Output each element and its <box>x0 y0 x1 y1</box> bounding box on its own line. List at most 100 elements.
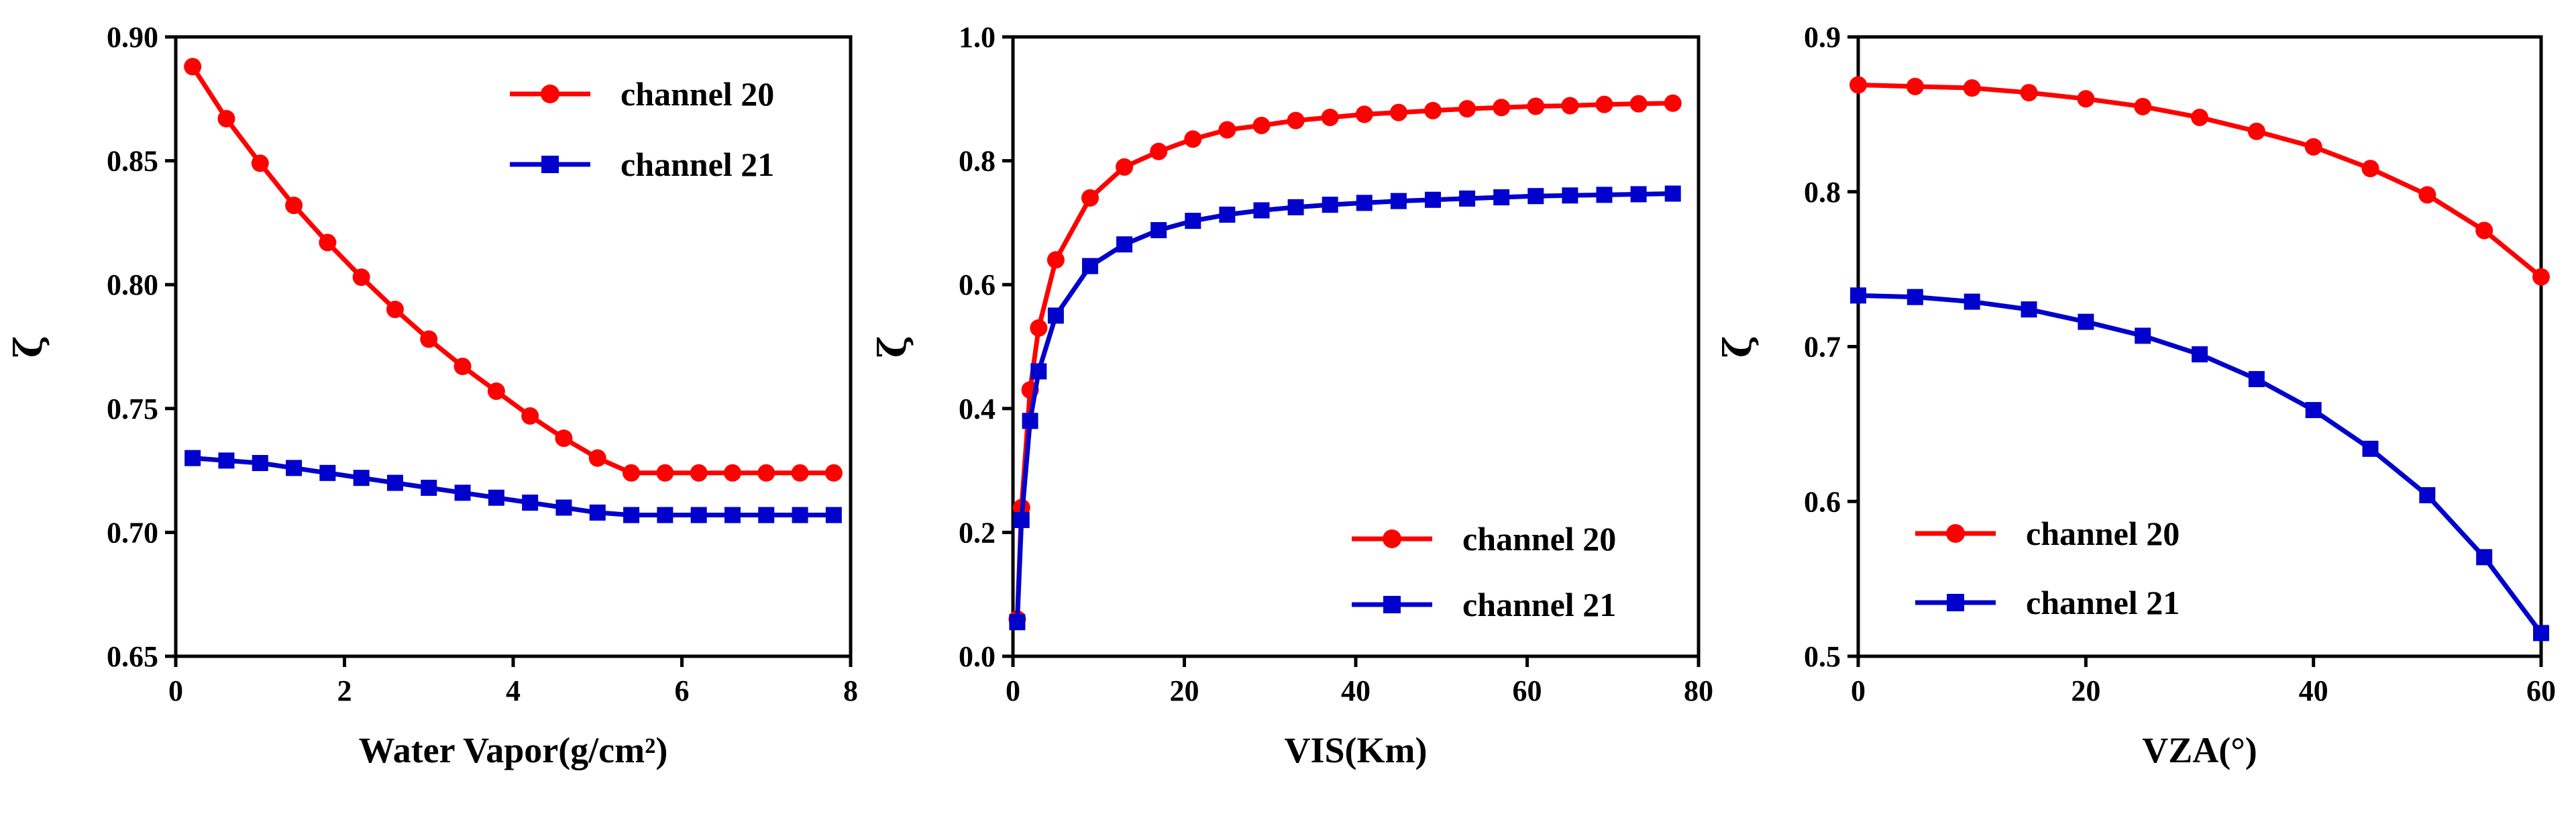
series-channel-21 <box>184 450 842 523</box>
data-point <box>1009 614 1026 631</box>
data-point <box>454 484 471 501</box>
legend-entry: channel 21 <box>510 146 774 183</box>
data-point <box>2247 122 2265 140</box>
y-tick-label: 0.6 <box>959 268 996 301</box>
series-channel-21 <box>1850 287 2549 642</box>
data-point <box>2533 625 2549 642</box>
data-point <box>1424 191 1441 208</box>
data-point <box>2192 346 2208 363</box>
x-tick-label: 2 <box>337 674 352 707</box>
data-point <box>1424 101 1442 119</box>
data-point <box>1964 293 1980 310</box>
series-channel-20 <box>184 58 843 482</box>
data-point <box>521 407 539 425</box>
x-tick-label: 60 <box>2526 674 2556 707</box>
x-tick-label: 60 <box>1513 674 1542 707</box>
data-point <box>1850 287 1866 304</box>
x-tick-label: 6 <box>675 674 690 707</box>
data-point <box>386 474 403 491</box>
data-point <box>1287 111 1305 130</box>
data-point <box>1218 121 1236 139</box>
chart-panel-visibility: 0 20 40 60 80 0.0 0.2 0.4 0.6 0.8 1.0 VIS(Km) ζ chann… <box>871 21 1713 770</box>
data-point <box>1906 77 1924 95</box>
data-point <box>2532 268 2550 286</box>
data-point <box>2134 97 2152 115</box>
legend-label: channel 21 <box>621 146 774 183</box>
data-point <box>1527 97 1545 115</box>
data-point <box>1629 95 1648 113</box>
data-point <box>2361 160 2379 178</box>
chart-panel-water-vapor: 0 2 4 6 8 0.65 0.70 0.75 0.80 0.85 0.90 Water Vapor… <box>7 21 858 770</box>
legend-label: channel 21 <box>1462 586 1616 623</box>
data-point <box>488 489 504 506</box>
data-point <box>1562 187 1578 204</box>
y-tick-label: 0.0 <box>959 640 996 673</box>
legend-marker <box>541 85 559 103</box>
data-point <box>623 464 641 482</box>
data-point <box>1287 199 1304 215</box>
data-point <box>1527 188 1544 205</box>
data-point <box>1458 100 1477 118</box>
data-point <box>2305 402 2322 419</box>
y-tick-label: 0.5 <box>1804 640 1841 673</box>
data-point <box>1390 193 1407 209</box>
data-point <box>1356 195 1373 211</box>
x-tick-label: 20 <box>2071 674 2100 707</box>
data-point <box>1459 190 1476 207</box>
data-point <box>184 58 202 76</box>
data-point <box>353 470 370 486</box>
x-tick-label: 80 <box>1684 674 1713 707</box>
data-point <box>588 449 606 467</box>
data-point <box>1849 76 1867 94</box>
y-tick-label: 0.8 <box>1804 176 1841 209</box>
data-point <box>723 464 741 482</box>
data-point <box>1116 158 1134 176</box>
data-point <box>1022 413 1038 429</box>
data-point <box>522 495 539 511</box>
data-point <box>589 504 606 521</box>
data-point <box>252 455 268 472</box>
data-point <box>2248 370 2265 387</box>
y-axis-title: ζ <box>1716 336 1760 358</box>
plot-frame <box>1011 35 1701 658</box>
y-tick-label: 0.80 <box>107 268 158 301</box>
y-tick-label: 0.85 <box>107 145 158 178</box>
y-tick-label: 0.8 <box>959 145 996 178</box>
data-point <box>218 452 235 469</box>
data-point <box>420 330 438 348</box>
legend-marker <box>541 156 559 173</box>
data-point <box>1013 511 1030 528</box>
data-point <box>1493 189 1510 206</box>
x-tick-label: 40 <box>1341 674 1371 707</box>
data-point <box>1595 95 1613 113</box>
data-point <box>2476 549 2493 566</box>
y-tick-label: 0.6 <box>1804 485 1841 518</box>
x-tick-label: 4 <box>506 674 521 707</box>
series-line <box>191 65 834 476</box>
data-point <box>825 507 842 523</box>
data-point <box>352 268 370 287</box>
data-point <box>2304 138 2322 156</box>
legend-marker <box>1947 594 1964 611</box>
legend-marker <box>1383 529 1401 548</box>
data-point <box>2362 440 2379 457</box>
y-tick-label: 0.7 <box>1804 331 1841 364</box>
data-point <box>1963 79 1981 97</box>
legend-label: channel 20 <box>1462 520 1616 558</box>
x-tick-label: 40 <box>2299 674 2328 707</box>
data-point <box>2419 487 2436 504</box>
data-point <box>1493 99 1511 117</box>
data-point <box>2191 108 2208 126</box>
chart-panel-vza: 0 20 40 60 0.5 0.6 0.7 0.8 0.9 VZA(°) ζ channel 20 c… <box>1716 21 2556 770</box>
data-point <box>724 507 741 523</box>
data-point <box>319 234 337 252</box>
data-point <box>1030 363 1047 380</box>
data-point <box>555 499 572 516</box>
data-point <box>1081 258 1098 274</box>
data-point <box>285 197 303 215</box>
data-point <box>792 507 808 523</box>
data-point <box>487 382 505 400</box>
data-point <box>217 109 235 127</box>
legend-entry: channel 21 <box>1352 586 1616 623</box>
x-tick-label: 0 <box>1006 674 1020 707</box>
